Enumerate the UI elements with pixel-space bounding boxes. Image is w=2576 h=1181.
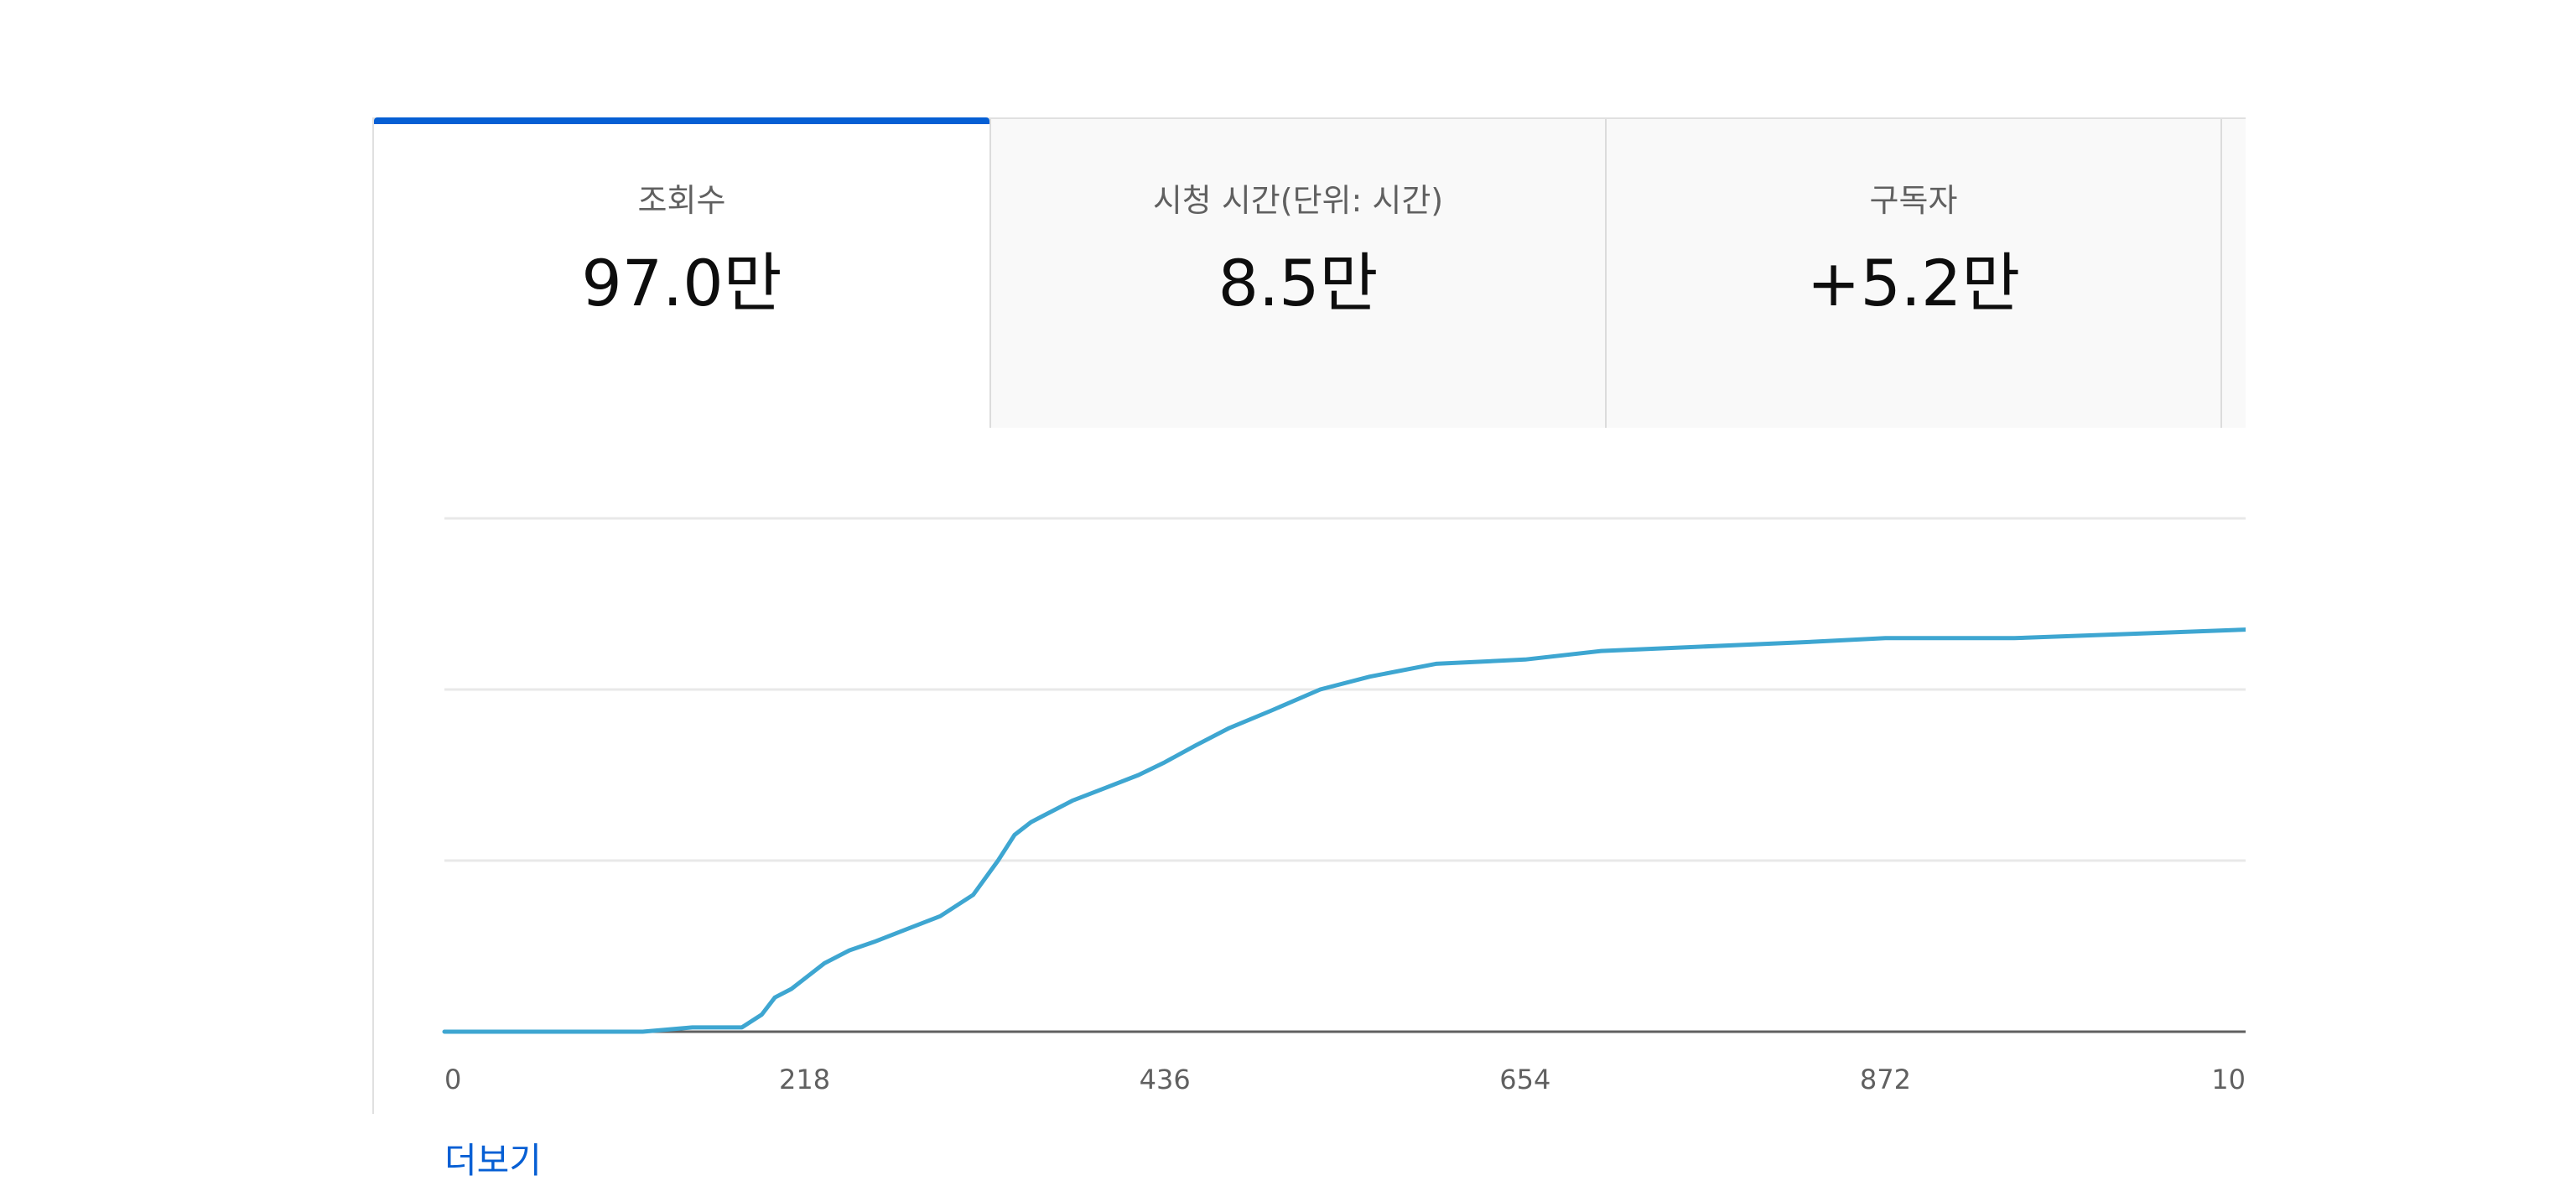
tab-watch-time-label: 시청 시간(단위: 시간) [1152,182,1444,219]
tab-views-label: 조회수 [637,182,726,219]
tab-subscribers[interactable]: 구독자 +5.2만 [1605,119,2220,428]
see-more-link[interactable]: 더보기 [444,1140,542,1181]
series-line-1 [442,627,2246,1034]
tab-subscribers-value: +5.2만 [1806,246,2021,320]
x-tick-label-0: 0 [444,1064,461,1095]
tab-views[interactable]: 조회수 97.0만 [374,117,989,428]
views-line-chart: 0 218 436 654 872 1090 [442,517,2246,1095]
x-tick-label-436: 436 [1140,1064,1191,1095]
tab-watch-time-value: 8.5만 [1218,246,1379,320]
metric-tabs: 조회수 97.0만 시청 시간(단위: 시간) 8.5만 구독자 +5.2만 [374,117,2246,428]
x-tick-label-218: 218 [779,1064,830,1095]
x-tick-label-654: 654 [1499,1064,1550,1095]
x-tick-label-872: 872 [1860,1064,1911,1095]
analytics-card: 조회수 97.0만 시청 시간(단위: 시간) 8.5만 구독자 +5.2만 0… [372,117,2246,1181]
x-tick-label-1090: 1090 [2211,1064,2246,1095]
tab-subscribers-label: 구독자 [1869,182,1958,219]
tab-next-partial[interactable] [2220,119,2246,428]
tab-watch-time[interactable]: 시청 시간(단위: 시간) 8.5만 [989,119,1605,428]
tab-views-value: 97.0만 [581,246,782,320]
